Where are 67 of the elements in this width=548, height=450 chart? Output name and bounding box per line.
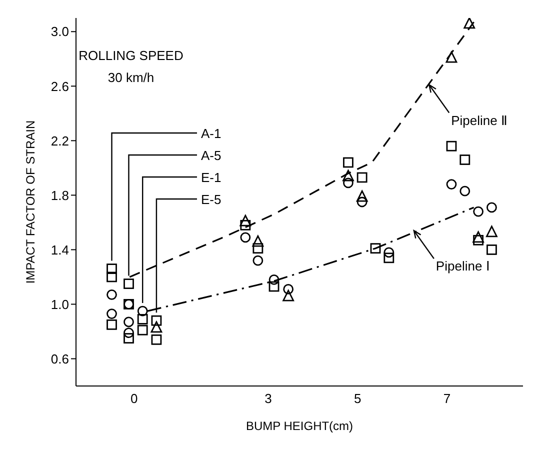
annotation: A-5 [201, 148, 222, 163]
x-axis-title: BUMP HEIGHT(cm) [246, 419, 354, 433]
point [356, 190, 368, 202]
point [268, 281, 280, 292]
point [342, 170, 354, 182]
point [356, 172, 368, 183]
point [124, 316, 134, 328]
y-axis-title: IMPACT FACTOR OF STRAIN [23, 120, 38, 284]
point [486, 244, 497, 255]
point [252, 235, 264, 247]
y-tick-label: 2.6 [50, 78, 69, 94]
point [370, 243, 381, 254]
point [137, 306, 148, 316]
y-tick-label: 1.0 [50, 296, 69, 312]
y-tick-label: 1.8 [50, 188, 69, 203]
point [240, 232, 251, 243]
point [384, 252, 394, 264]
annotation: A-1 [201, 126, 222, 141]
point [464, 18, 476, 29]
point [486, 226, 498, 238]
point [106, 319, 117, 330]
x-tick-label: 0 [130, 391, 138, 406]
point [473, 234, 484, 246]
point [137, 314, 148, 324]
y-tick-label: 1.4 [50, 242, 69, 258]
point [150, 321, 162, 333]
point [106, 289, 117, 300]
point [356, 196, 368, 208]
y-tick-label: 0.6 [50, 351, 69, 366]
annotation: 30 km/h [108, 70, 154, 85]
point [137, 324, 148, 336]
point [252, 255, 264, 266]
point [486, 202, 497, 213]
point [446, 51, 458, 63]
x-tick-label: 5 [354, 391, 362, 406]
point [124, 333, 134, 344]
point [460, 186, 470, 196]
annotation: Pipeline Ⅱ [451, 112, 508, 128]
x-tick-label: 7 [443, 391, 451, 406]
point [252, 243, 264, 254]
annotation: E-1 [201, 170, 222, 185]
y-tick-label: 2.2 [50, 133, 69, 148]
point [106, 272, 117, 282]
point [343, 157, 354, 168]
point [151, 334, 162, 345]
point [240, 214, 252, 226]
annotation: ROLLING SPEED [78, 48, 184, 63]
point [446, 179, 457, 190]
point [384, 247, 394, 258]
point [240, 220, 251, 230]
point [268, 274, 280, 285]
point [472, 231, 484, 243]
x-tick-label: 3 [264, 391, 272, 406]
point [282, 290, 294, 302]
point [283, 284, 294, 294]
y-tick-label: 3.0 [50, 24, 69, 40]
annotation: E-5 [201, 192, 222, 207]
point [151, 315, 162, 326]
point [124, 278, 134, 289]
point [473, 206, 484, 217]
point [460, 154, 470, 165]
point [106, 264, 117, 274]
annotation: Pipeline Ⅰ [436, 258, 490, 274]
point [124, 328, 134, 338]
point [343, 178, 354, 188]
point [106, 308, 117, 319]
point [446, 140, 457, 152]
